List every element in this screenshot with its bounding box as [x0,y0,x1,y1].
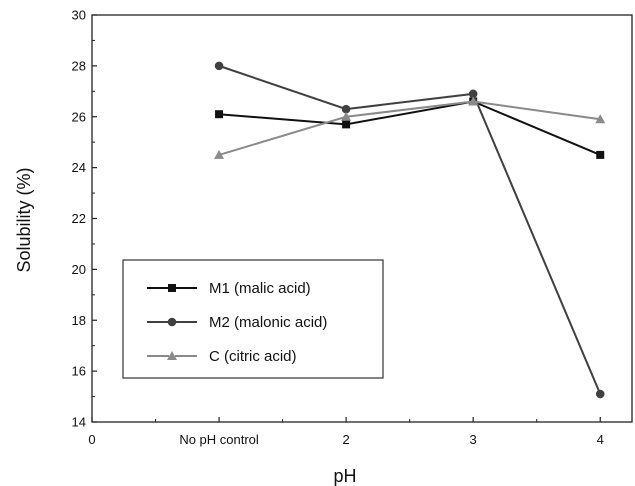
data-point-1-1 [341,104,351,114]
data-point-0-0 [215,110,224,119]
y-tick-label-28: 28 [72,58,86,73]
legend-label-0: M1 (malic acid) [209,280,311,297]
y-tick-label-14: 14 [72,415,86,430]
data-point-2-0 [214,149,225,159]
x-tick-label-1: No pH control [179,432,259,447]
series-line-1 [218,64,602,395]
data-point-2-2 [468,96,479,106]
y-tick-label-24: 24 [72,160,86,175]
legend: M1 (malic acid) M2 (malonic acid) C (citri… [122,259,384,379]
x-tick-label-3: 3 [470,432,477,447]
y-tick-label-22: 22 [72,211,86,226]
y-tick-label-26: 26 [72,109,86,124]
series-layer [214,61,606,399]
series-1 [214,61,605,399]
x-tick-label-4: 4 [597,432,604,447]
series-line-0 [218,100,601,156]
y-tick-label-18: 18 [72,313,86,328]
series-line-2 [218,100,601,156]
data-point-1-2 [468,89,478,99]
data-point-0-3 [596,150,605,159]
x-tick-label-2: 2 [343,432,350,447]
y-axis-title: Solubility (%) [14,167,34,272]
y-tick-label-30: 30 [72,8,86,23]
series-0 [215,97,605,159]
data-point-0-1 [342,120,351,129]
legend-label-2: C (citric acid) [209,348,297,365]
legend-box [122,259,384,379]
x-tick-label-0: 0 [88,432,95,447]
data-point-1-0 [214,61,224,71]
x-axis: 0 No pH control 2 3 4 [88,417,604,447]
data-point-2-3 [595,114,606,124]
y-axis: 14 16 18 20 22 24 26 28 30 [72,8,97,430]
data-point-1-3 [595,389,605,399]
legend-label-1: M2 (malonic acid) [209,314,327,331]
y-tick-label-20: 20 [72,262,86,277]
series-2 [214,96,606,159]
legend-marker-0 [168,284,176,292]
legend-marker-1 [167,317,177,327]
y-tick-label-16: 16 [72,364,86,379]
data-point-2-1 [341,111,352,121]
legend-marker-2 [167,351,177,360]
x-axis-title: pH [333,466,356,486]
